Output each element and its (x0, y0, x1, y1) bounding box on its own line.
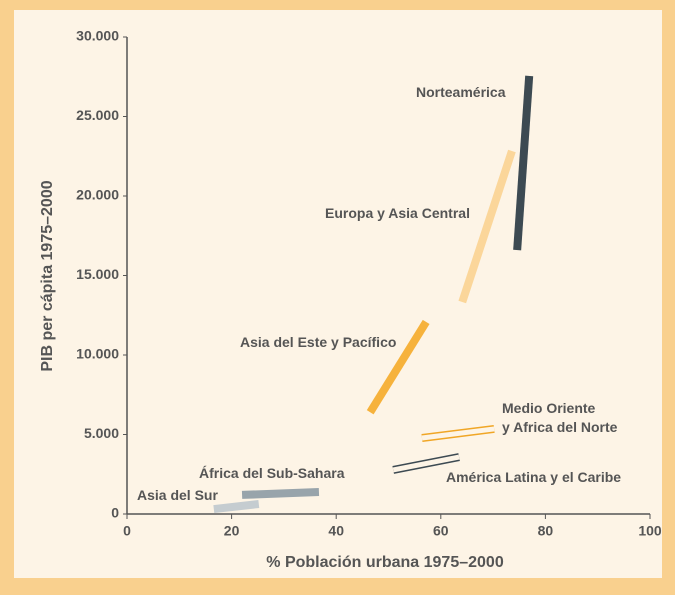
series-line (366, 319, 430, 415)
series-label: Europa y Asia Central (325, 204, 470, 221)
series-line (458, 149, 516, 304)
series-label: Asia del Este y Pacífico (240, 333, 397, 350)
series-line-inner (421, 426, 495, 441)
x-tick-label: 60 (433, 523, 449, 539)
x-tick-label: 80 (538, 523, 554, 539)
panel (14, 10, 662, 578)
y-axis-label: PIB per cápita 1975–2000 (39, 180, 56, 371)
series-line (241, 488, 320, 499)
y-tick-label: 10.000 (76, 346, 119, 362)
series-label: Asia del Sur (137, 486, 218, 503)
series-label: África del Sub-Sahara (199, 464, 345, 481)
x-tick-label: 100 (638, 523, 662, 539)
x-axis-label: % Población urbana 1975–2000 (266, 554, 504, 571)
y-tick-label: 0 (111, 505, 119, 521)
y-tick-label: 30.000 (76, 28, 119, 44)
x-tick-label: 20 (224, 523, 240, 539)
y-tick-label: 5.000 (84, 425, 119, 441)
series-line (213, 500, 260, 514)
series-line-inner (392, 454, 460, 473)
series-label: Norteamérica (416, 83, 506, 100)
x-tick-label: 0 (123, 523, 131, 539)
x-tick-label: 40 (328, 523, 344, 539)
series-label: América Latina y el Caribe (446, 468, 622, 485)
series-line (513, 75, 534, 251)
y-tick-label: 20.000 (76, 187, 119, 203)
y-tick-label: 25.000 (76, 107, 119, 123)
series-label: Medio Oriente y Africa del Norte (502, 400, 618, 435)
y-tick-label: 15.000 (76, 266, 119, 282)
